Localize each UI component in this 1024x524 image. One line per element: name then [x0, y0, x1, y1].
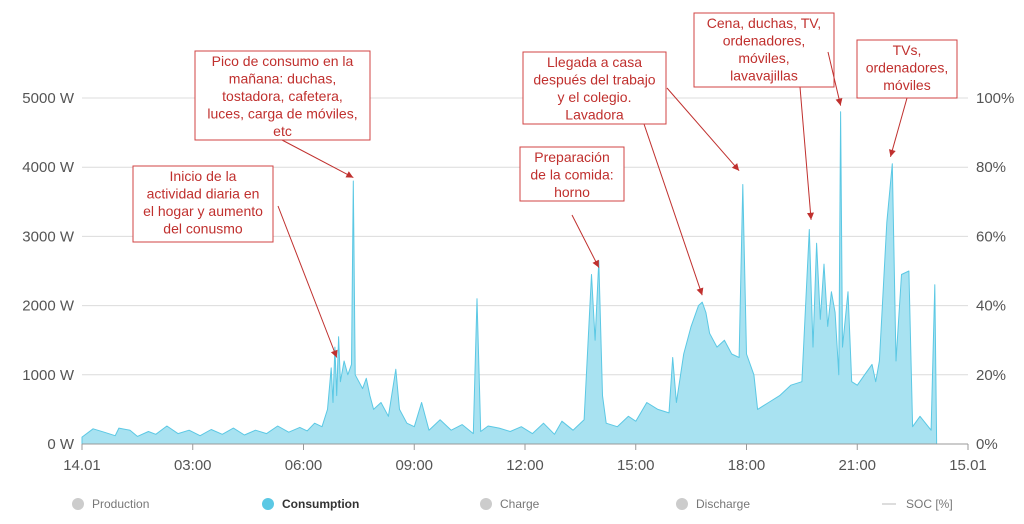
legend-label: Production — [92, 497, 150, 511]
annotation-box — [522, 51, 667, 125]
legend-label: Discharge — [696, 497, 751, 511]
consumption-area — [81, 111, 938, 445]
annotation-box — [194, 50, 371, 141]
annotation-text: ordenadores, — [723, 33, 806, 49]
y-tick-label: 4000 W — [22, 159, 75, 176]
legend-line-icon — [882, 503, 896, 505]
legend-dot-icon — [480, 498, 492, 510]
annotation-arrow — [666, 87, 740, 171]
legend-dot-icon — [676, 498, 688, 510]
annotation-text: Llegada a casa — [547, 54, 642, 70]
legend-item-charge[interactable]: Charge — [480, 497, 539, 511]
annotation-arrow — [571, 214, 600, 268]
y-tick-label: 1000 W — [22, 367, 75, 384]
axes: 0 W 0% 1000 W 20% 2000 W 40% 3000 W 60% 4000 W 80… — [22, 90, 1014, 474]
y2-tick-label: 40% — [976, 298, 1006, 315]
annotation-box — [132, 165, 274, 243]
consumption-chart: 0 W 0% 1000 W 20% 2000 W 40% 3000 W 60% 4000 W 80… — [22, 12, 1014, 474]
annotation-text: después del trabajo — [533, 72, 655, 88]
annotation-box — [856, 39, 958, 99]
annotation-arrowhead — [345, 171, 354, 178]
annotation-arrowhead — [835, 98, 843, 106]
annotation-text: luces, carga de móviles, — [207, 106, 357, 122]
y2-tick-label: 80% — [976, 159, 1006, 176]
annotation-text: etc — [273, 123, 292, 139]
annotation-text: de la comida: — [530, 167, 613, 183]
annotation-text: y el colegio. — [558, 89, 632, 105]
annotation-text: móviles — [883, 77, 930, 93]
annotation-arrow — [889, 97, 908, 157]
annotation-arrow — [277, 205, 338, 358]
annotation-text: ordenadores, — [866, 60, 949, 76]
annotation-text: Preparación — [534, 149, 610, 165]
legend-item-discharge[interactable]: Discharge — [676, 497, 750, 511]
annotation-text: Pico de consumo en la — [212, 53, 354, 69]
annotation-arrow — [281, 139, 354, 179]
annotation-arrowhead — [889, 149, 896, 157]
annotation-arrowhead — [807, 212, 814, 220]
legend-label: Charge — [500, 497, 540, 511]
legend-dot-icon — [72, 498, 84, 510]
y2-tick-label: 100% — [976, 90, 1014, 107]
annotation-text: móviles, — [738, 50, 789, 66]
annotation-arrowhead — [592, 259, 599, 268]
x-tick-label: 09:00 — [395, 457, 433, 474]
legend-label: Consumption — [282, 497, 360, 511]
y-tick-label: 2000 W — [22, 298, 75, 315]
legend-item-consumption[interactable]: Consumption — [262, 497, 359, 511]
y2-tick-label: 60% — [976, 228, 1006, 245]
annotation-text: Cena, duchas, TV, — [707, 15, 821, 31]
annotation-text: horno — [554, 184, 590, 200]
annotation-box — [693, 12, 835, 88]
annotation-arrow — [827, 51, 842, 106]
annotation-text: del conusmo — [163, 221, 243, 237]
annotation-arrow — [643, 123, 703, 296]
y-tick-label: 3000 W — [22, 228, 75, 245]
x-tick-label: 03:00 — [174, 457, 212, 474]
y2-tick-label: 0% — [976, 436, 998, 453]
y-tick-label: 5000 W — [22, 90, 75, 107]
x-tick-label: 15.01 — [949, 457, 987, 474]
annotation-arrowhead — [731, 163, 740, 171]
x-tick-label: 06:00 — [285, 457, 323, 474]
x-tick-label: 12:00 — [506, 457, 544, 474]
annotation-text: Inicio de la — [170, 168, 237, 184]
y-tick-label: 0 W — [47, 436, 75, 453]
annotation-text: lavavajillas — [730, 68, 798, 84]
legend-item-production[interactable]: Production — [72, 497, 149, 511]
annotation-text: actividad diaria en — [147, 186, 260, 202]
annotation-text: el hogar y aumento — [143, 203, 263, 219]
x-tick-label: 21:00 — [838, 457, 876, 474]
annotation-arrowhead — [330, 349, 338, 358]
annotation-box — [519, 146, 625, 202]
legend-item-soc[interactable]: SOC [%] — [882, 497, 953, 511]
consumption-series-area — [81, 111, 938, 445]
annotation-text: mañana: duchas, — [229, 71, 336, 87]
y2-tick-label: 20% — [976, 367, 1006, 384]
annotation-text: TVs, — [893, 42, 922, 58]
legend: Production Consumption Charge Discharge … — [0, 494, 1024, 516]
annotation-text: tostadora, cafetera, — [222, 88, 343, 104]
x-tick-label: 14.01 — [63, 457, 101, 474]
annotation-arrow — [799, 86, 812, 220]
legend-label: SOC [%] — [906, 497, 953, 511]
annotation-arrowhead — [696, 287, 704, 296]
x-tick-label: 18:00 — [728, 457, 766, 474]
annotation-text: Lavadora — [565, 107, 624, 123]
legend-dot-icon — [262, 498, 274, 510]
x-tick-label: 15:00 — [617, 457, 655, 474]
